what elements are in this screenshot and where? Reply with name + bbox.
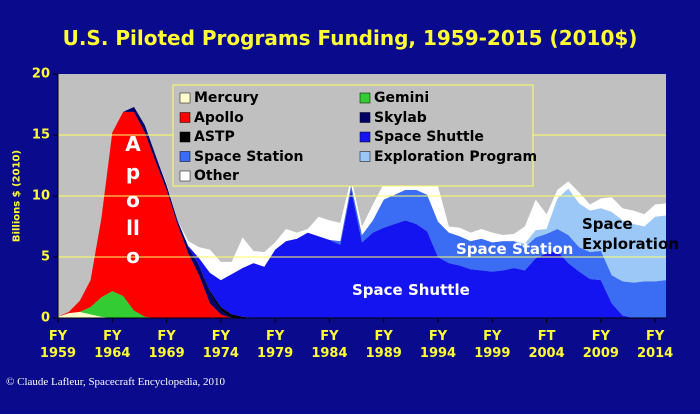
x-tick-label: FY 2014	[637, 329, 674, 361]
legend-label: Other	[194, 168, 239, 184]
legend-swatch	[179, 112, 191, 123]
x-tick-label: FY 1959	[39, 329, 77, 361]
annotation: Space Exploration	[582, 215, 679, 253]
x-tick-label: FY 1999	[474, 329, 511, 361]
area	[58, 106, 666, 317]
credit: © Claude Lafleur, Spacecraft Encyclopedi…	[6, 376, 225, 388]
legend-label: Skylab	[374, 109, 427, 126]
x-tick-label: FY 1979	[257, 329, 294, 361]
legend-swatch	[359, 92, 371, 104]
legend-swatch	[179, 131, 191, 143]
y-tick-label: 5	[40, 249, 50, 265]
x-tick-label: FT 2004	[528, 329, 565, 361]
x-tick-label: FY 1989	[365, 329, 402, 361]
x-tick-label: FY 1994	[419, 329, 457, 361]
area	[58, 291, 666, 318]
area	[58, 106, 666, 318]
legend-swatch	[179, 170, 191, 182]
legend-swatch	[179, 92, 191, 104]
x-tick-label: FY 1964	[94, 329, 131, 361]
annotation: Space Shuttle	[352, 281, 470, 299]
x-tick-label: FY 1974	[202, 329, 239, 361]
x-tick-label: FY 1984	[311, 329, 348, 361]
y-tick-label: 10	[31, 188, 50, 204]
y-tick-label: 0	[40, 310, 50, 326]
legend-label: Space Shuttle	[374, 129, 484, 145]
legend-label: Space Station	[194, 148, 304, 165]
x-tick-label: FY 2009	[582, 329, 619, 361]
annotation: Space Station	[456, 240, 574, 258]
legend-swatch	[359, 112, 371, 123]
legend-label: Gemini	[374, 90, 430, 106]
legend-label: Exploration Program	[374, 148, 538, 165]
legend-label: Apollo	[194, 109, 244, 126]
legend-swatch	[179, 151, 191, 162]
legend-label: ASTP	[194, 129, 235, 145]
legend-box	[172, 84, 534, 187]
legend-label: Mercury	[194, 90, 259, 106]
legend-swatch	[359, 131, 371, 143]
legend-swatch	[359, 151, 371, 162]
annotation: Apollo	[125, 132, 141, 268]
y-tick-label: 15	[31, 127, 50, 143]
chart-title: U.S. Piloted Programs Funding, 1959-2015…	[62, 26, 638, 50]
y-tick-label: 20	[31, 66, 50, 82]
area	[58, 106, 666, 318]
area	[58, 111, 666, 318]
x-tick-label: FY 1969	[148, 329, 185, 361]
